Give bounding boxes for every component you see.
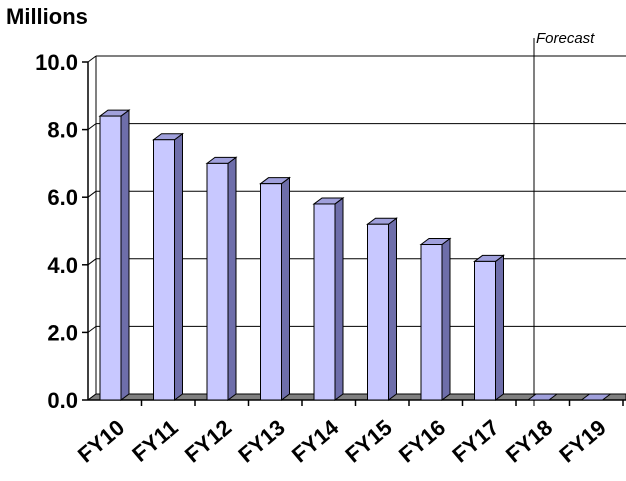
bar-side (496, 255, 504, 400)
y-tick-label: 4.0 (47, 253, 78, 278)
bar (421, 245, 442, 400)
y-tick-label: 10.0 (35, 50, 78, 75)
x-tick-label: FY10 (73, 415, 129, 468)
x-tick-label: FY16 (394, 415, 450, 468)
bar (207, 163, 228, 400)
x-tick-label: FY11 (127, 415, 182, 467)
y-tick-label: 8.0 (47, 118, 78, 143)
y-tick-label: 2.0 (47, 320, 78, 345)
bar (314, 204, 335, 400)
bar-side (282, 178, 290, 400)
gridline-connector (88, 124, 96, 130)
bar-side (121, 110, 129, 400)
y-tick-label: 6.0 (47, 185, 78, 210)
bar (100, 116, 121, 400)
x-tick-label: FY12 (180, 415, 236, 468)
x-tick-label: FY15 (340, 415, 396, 468)
y-tick-label: 0.0 (47, 388, 78, 413)
x-tick-label: FY17 (447, 415, 503, 468)
bar (368, 224, 389, 400)
bar-side (389, 218, 397, 400)
gridline-connector (88, 191, 96, 197)
bar-side (335, 198, 343, 400)
x-tick-label: FY19 (554, 415, 610, 468)
gridline-connector (88, 259, 96, 265)
x-tick-label: FY13 (233, 415, 289, 468)
gridline-connector (88, 56, 96, 62)
x-tick-label: FY18 (501, 415, 557, 468)
bar-side (228, 157, 236, 400)
bar-side (175, 134, 183, 400)
bar (475, 261, 496, 400)
bar (154, 140, 175, 400)
bar (261, 184, 282, 400)
bar-side (442, 239, 450, 400)
x-tick-label: FY14 (287, 414, 344, 467)
gridline-connector (88, 326, 96, 332)
